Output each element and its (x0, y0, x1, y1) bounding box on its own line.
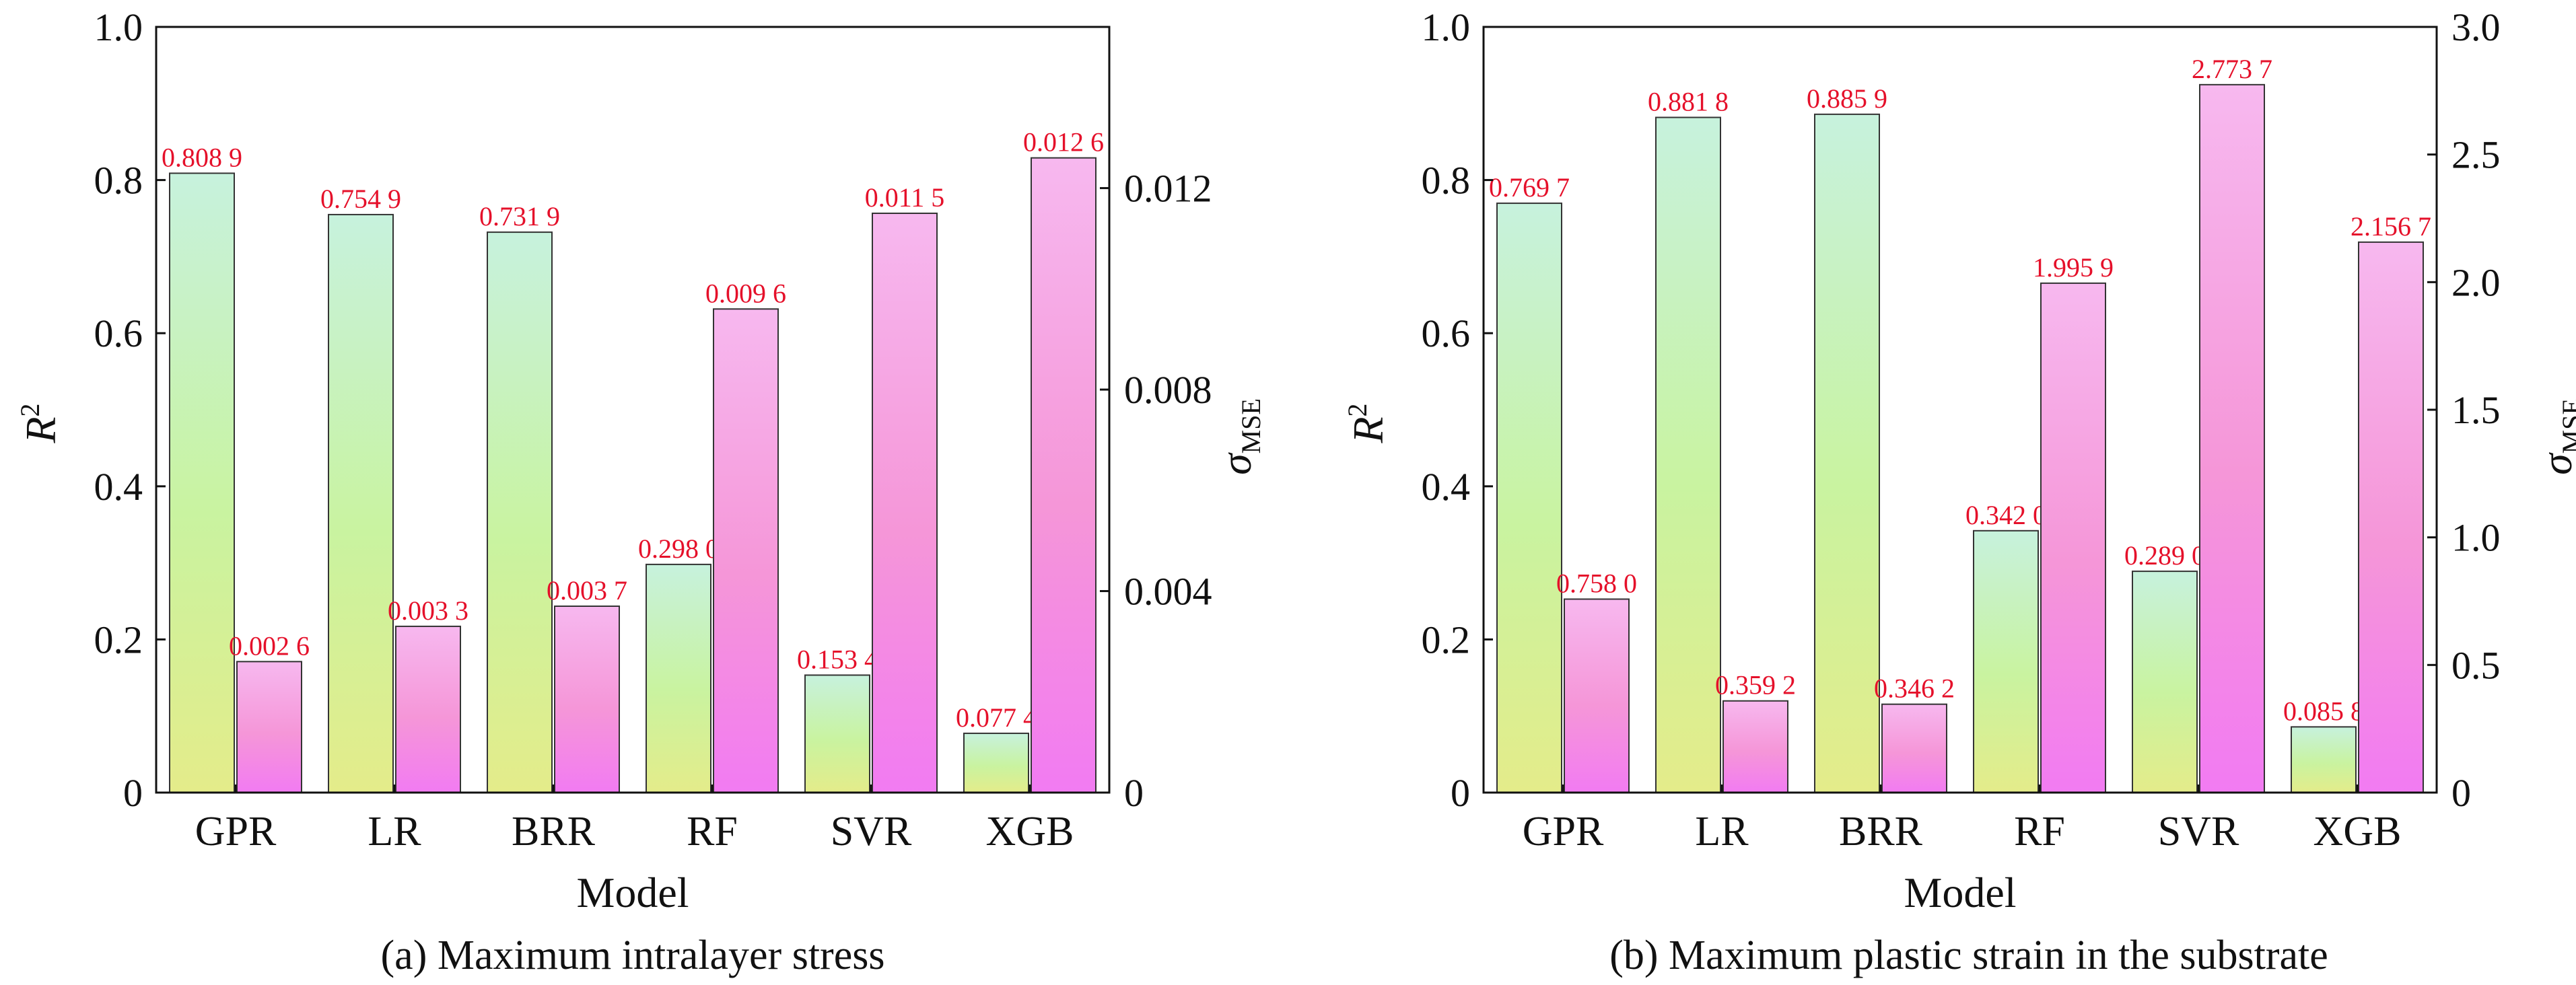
bar-r2-lr (1655, 116, 1721, 793)
bar-mse-svr (872, 213, 938, 793)
y2-tick-label: 0.004 (1124, 570, 1212, 614)
x-tick-label: BRR (1839, 809, 1923, 854)
x-tick-label: RF (687, 809, 738, 854)
bar-r2-svr (804, 674, 870, 793)
x-tick-label: LR (1695, 809, 1749, 854)
data-label-mse-svr: 2.773 7 (2192, 54, 2272, 84)
y2-tick-label: 2.5 (2451, 133, 2501, 177)
x-tick-label: LR (368, 809, 421, 854)
x-tick-label: GPR (1523, 809, 1604, 854)
x-tick-label: GPR (195, 809, 277, 854)
bar-mse-brr (1881, 703, 1947, 793)
y2-tick-label: 1.5 (2451, 388, 2501, 432)
y2-tick-label: 0.5 (2451, 643, 2501, 687)
y2-tick-label: 0 (1124, 771, 1144, 815)
y2-axis-title: σMSE (1212, 398, 1266, 475)
chart-panel-b: 0.769 7 0.758 0 GPR 0.881 8 0.359 2 LR 0.885 9… (1342, 5, 2576, 978)
y-tick-label: 0 (1451, 771, 1470, 815)
bar-r2-brr (487, 231, 553, 794)
y-tick-label: 1.0 (1422, 5, 1471, 49)
x-tick-label: RF (2014, 809, 2065, 854)
bar-mse-xgb (2358, 241, 2424, 794)
y-tick-label: 0.6 (1422, 312, 1471, 355)
data-label-r2-xgb: 0.077 4 (956, 702, 1037, 733)
y-tick-label: 1.0 (94, 5, 143, 49)
bar-mse-gpr (236, 661, 302, 793)
data-label-mse-brr: 0.003 7 (547, 575, 627, 606)
data-label-r2-lr: 0.881 8 (1648, 87, 1729, 117)
data-label-mse-lr: 0.359 2 (1715, 670, 1796, 700)
y-tick-label: 0.2 (1422, 618, 1471, 661)
data-label-mse-rf: 1.995 9 (2033, 252, 2114, 283)
bar-r2-rf (646, 563, 711, 793)
x-tick-label: XGB (986, 809, 1074, 854)
bar-mse-lr (395, 625, 461, 793)
data-label-mse-xgb: 0.012 6 (1023, 127, 1104, 157)
data-label-r2-rf: 0.298 0 (638, 534, 719, 564)
x-axis-title: Model (1904, 869, 2016, 916)
bar-r2-xgb (963, 732, 1029, 794)
data-label-r2-lr: 0.754 9 (320, 184, 401, 214)
bar-r2-svr (2132, 571, 2198, 793)
y-tick-label: 0.8 (94, 159, 143, 203)
plot-frame (155, 26, 1111, 794)
y-tick-label: 0.4 (94, 465, 143, 509)
bar-r2-gpr (1496, 203, 1562, 793)
data-label-r2-brr: 0.731 9 (479, 201, 560, 231)
bar-r2-rf (1973, 530, 2039, 794)
bar-mse-rf (713, 308, 779, 793)
data-label-r2-gpr: 0.769 7 (1489, 172, 1570, 203)
bar-r2-lr (328, 213, 394, 793)
data-label-mse-rf: 0.009 6 (705, 278, 786, 308)
bar-mse-rf (2040, 282, 2106, 793)
panel-caption: (b) Maximum plastic strain in the substr… (1609, 933, 2328, 978)
x-tick-label: BRR (512, 809, 596, 854)
y-tick-label: 0 (123, 771, 143, 815)
y2-tick-label: 0.012 (1124, 167, 1212, 211)
bar-mse-gpr (1564, 598, 1630, 793)
y-tick-label: 0.2 (94, 618, 143, 661)
bar-mse-lr (1722, 700, 1788, 793)
x-tick-label: SVR (2158, 809, 2239, 854)
data-label-r2-rf: 0.342 0 (1965, 500, 2046, 530)
data-label-r2-xgb: 0.085 8 (2283, 696, 2364, 726)
data-label-mse-gpr: 0.002 6 (229, 630, 310, 661)
x-tick-label: XGB (2313, 809, 2402, 854)
bar-r2-gpr (169, 172, 235, 793)
y2-tick-label: 0 (2451, 771, 2471, 815)
panel-caption: (a) Maximum intralayer stress (381, 933, 885, 978)
bar-mse-xgb (1031, 157, 1096, 793)
bar-r2-xgb (2291, 726, 2357, 794)
y-axis-title: R2 (15, 403, 65, 443)
bar-mse-svr (2199, 83, 2265, 793)
y2-tick-label: 2.0 (2451, 260, 2501, 304)
data-label-mse-brr: 0.346 2 (1874, 673, 1955, 704)
data-label-mse-svr: 0.011 5 (865, 182, 945, 213)
data-label-r2-svr: 0.289 0 (2124, 540, 2205, 571)
data-label-r2-svr: 0.153 4 (797, 644, 878, 674)
data-label-r2-brr: 0.885 9 (1807, 83, 1887, 114)
y-tick-label: 0.6 (94, 312, 143, 355)
y-tick-label: 0.4 (1422, 465, 1471, 509)
data-label-mse-gpr: 0.758 0 (1556, 568, 1637, 598)
y2-tick-label: 3.0 (2451, 5, 2501, 49)
y-tick-label: 0.8 (1422, 159, 1471, 203)
data-label-r2-gpr: 0.808 9 (162, 142, 242, 172)
y2-tick-label: 0.008 (1124, 368, 1212, 412)
chart-panel-a: 0.808 9 0.002 6 GPR 0.754 9 0.003 3 LR 0.731 9… (15, 5, 1266, 978)
data-label-mse-xgb: 2.156 7 (2351, 211, 2431, 242)
y-axis-title: R2 (1342, 403, 1392, 443)
y2-tick-label: 1.0 (2451, 516, 2501, 560)
y2-axis-title: σMSE (2533, 398, 2576, 475)
x-axis-title: Model (576, 869, 689, 916)
bar-r2-brr (1814, 113, 1880, 793)
data-label-mse-lr: 0.003 3 (388, 595, 468, 626)
x-tick-label: SVR (831, 809, 912, 854)
bar-mse-brr (554, 605, 620, 793)
